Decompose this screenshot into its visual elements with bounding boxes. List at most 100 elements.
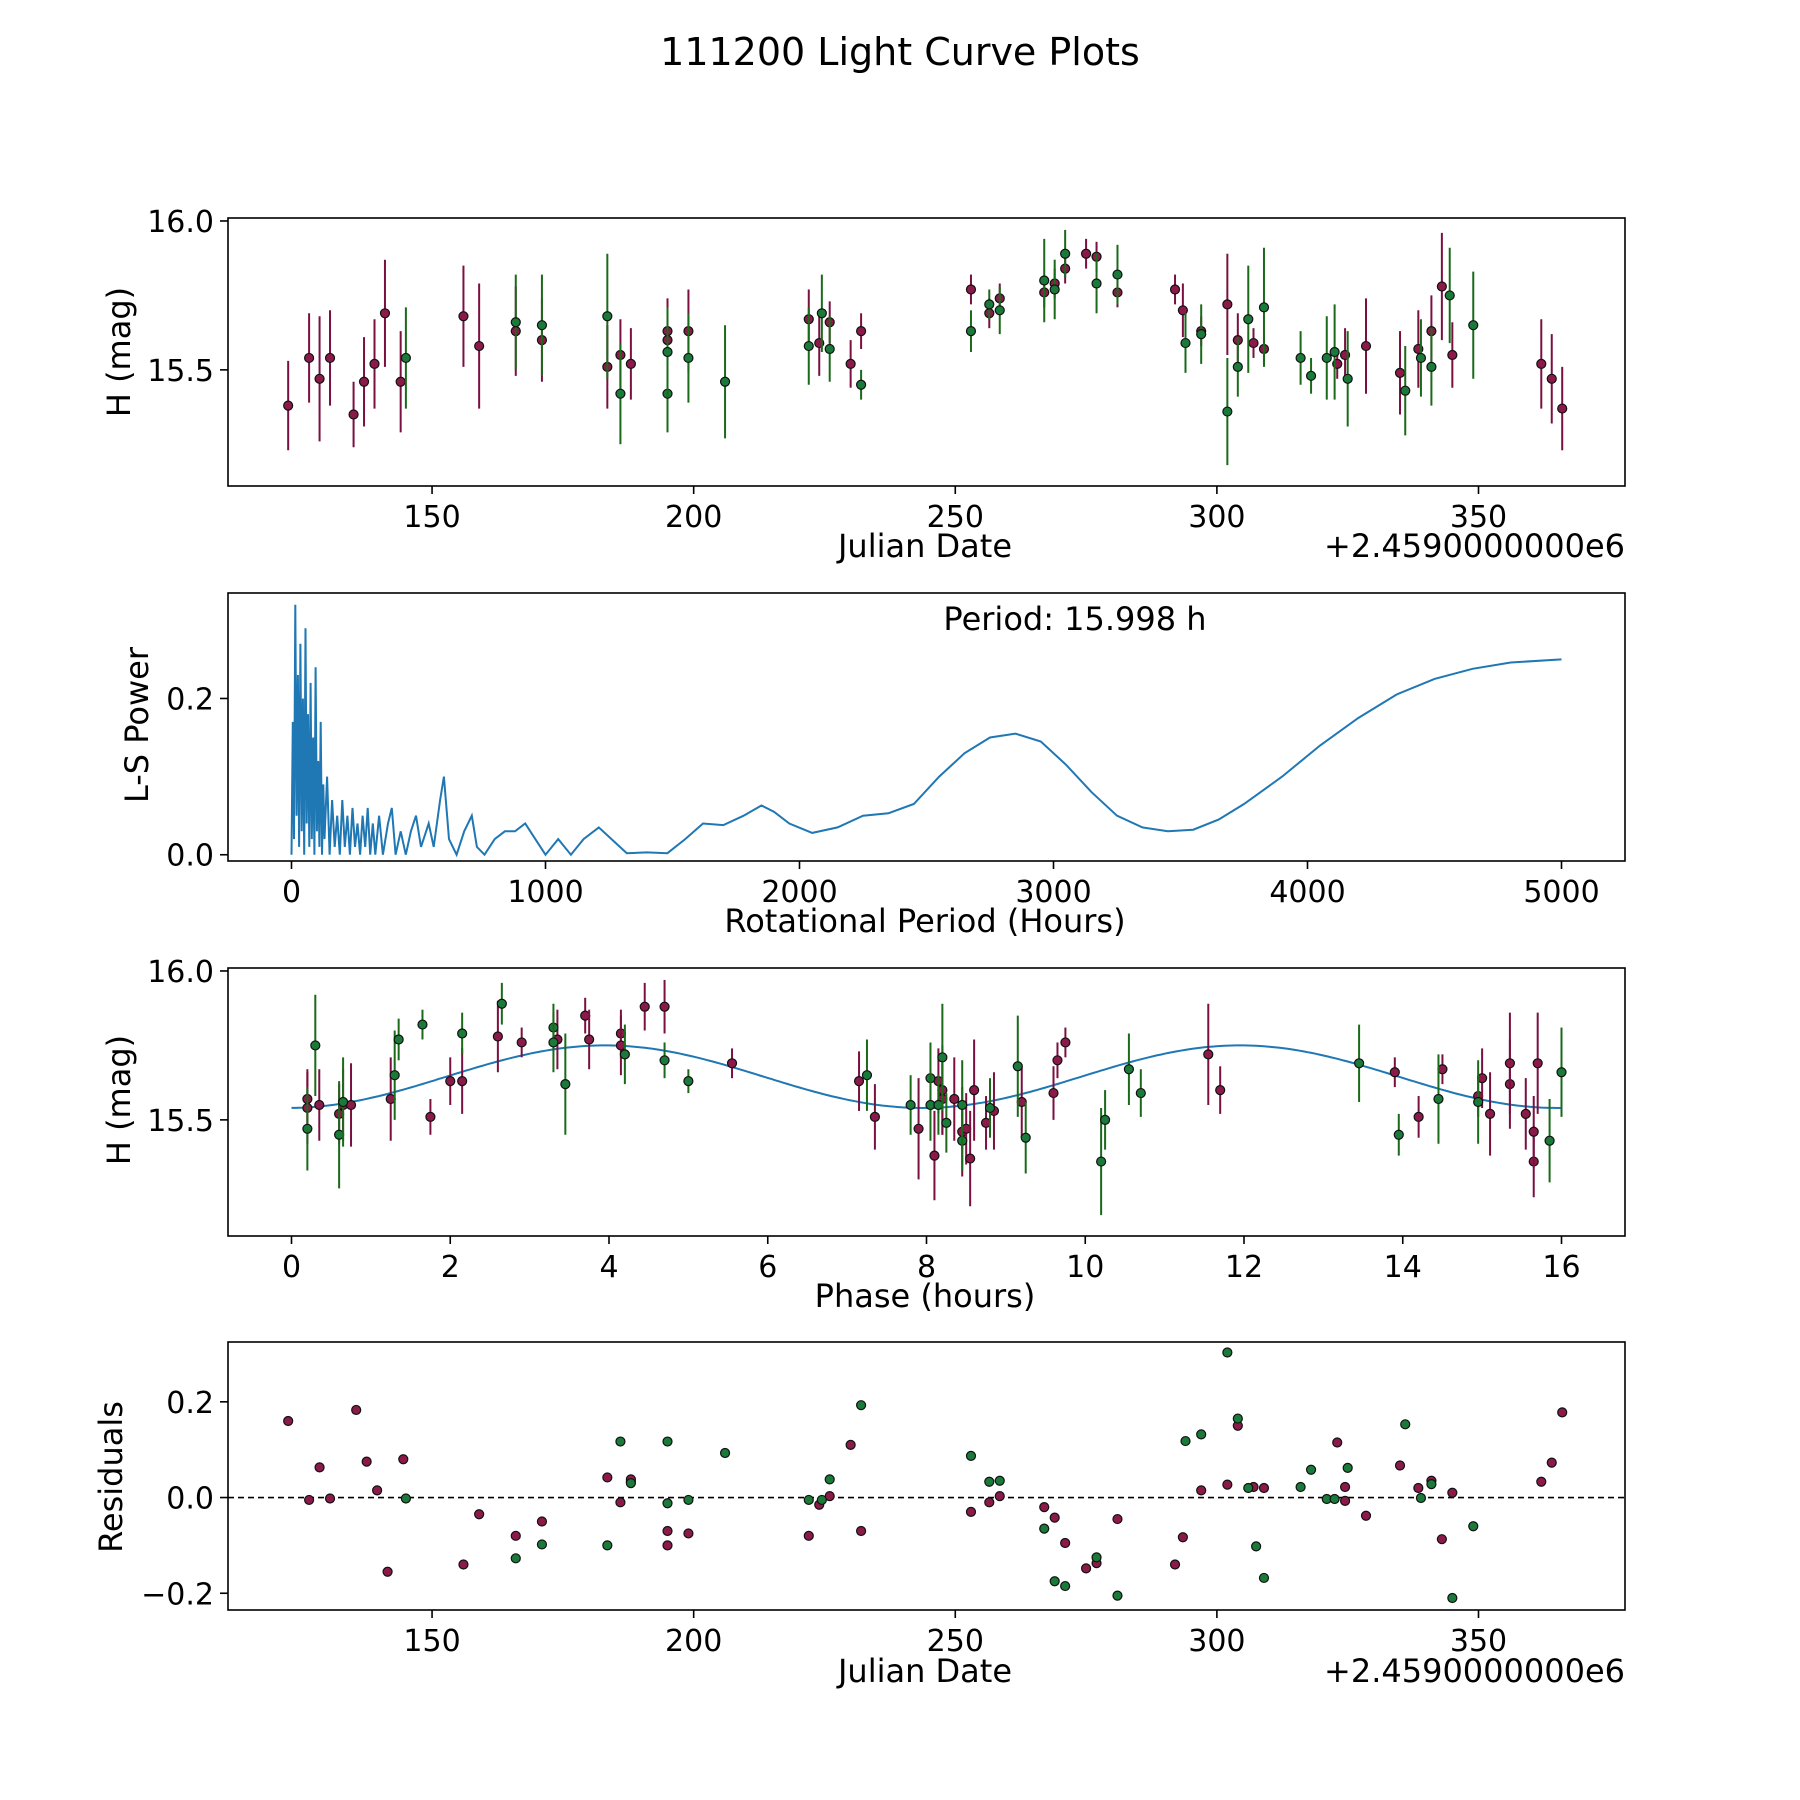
data-point — [855, 379, 867, 390]
y-tick-label: 16.0 — [147, 205, 214, 240]
x-tick-label: 12 — [1225, 1250, 1263, 1285]
x-tick-label: 150 — [403, 1624, 460, 1659]
data-point — [1444, 290, 1455, 301]
y-tick-label: 16.0 — [147, 955, 214, 990]
data-point — [1248, 337, 1259, 349]
data-point — [457, 1028, 468, 1039]
data-point — [382, 1566, 393, 1577]
data-point — [536, 1539, 548, 1550]
data-point — [965, 284, 977, 295]
data-point — [615, 388, 626, 399]
data-point — [1096, 1156, 1107, 1167]
data-point — [379, 308, 391, 319]
data-point — [615, 1497, 626, 1508]
data-point — [1426, 361, 1437, 372]
phased-panel: H (mag) Phase (hours) 0 2 4 6 8 10 12 14 16 15.5 1… — [100, 955, 1626, 1315]
data-point — [1504, 1058, 1516, 1069]
lightcurve-offset-label: +2.4590000000e6 — [1324, 527, 1625, 565]
data-point — [1091, 1552, 1102, 1563]
data-point — [1389, 1067, 1400, 1078]
x-tick-label: 3000 — [1015, 875, 1091, 910]
x-tick-label: 2000 — [761, 875, 837, 910]
data-point — [625, 358, 636, 370]
x-tick-label: 350 — [1450, 500, 1507, 535]
data-point — [949, 1093, 960, 1105]
lightcurve-ylabel: H (mag) — [100, 287, 138, 417]
data-point — [1180, 337, 1191, 349]
data-point — [994, 305, 1005, 316]
data-point — [1360, 1510, 1372, 1521]
data-point — [816, 308, 827, 319]
data-point — [994, 1475, 1005, 1486]
data-point — [400, 1493, 411, 1504]
data-point — [965, 1506, 977, 1517]
data-point — [1251, 1541, 1262, 1552]
data-point — [602, 1472, 613, 1483]
data-point — [869, 1111, 881, 1122]
data-point — [536, 1516, 548, 1527]
data-point — [314, 1099, 325, 1111]
data-point — [1528, 1126, 1539, 1137]
periodogram-line — [290, 604, 1562, 858]
data-point — [1305, 370, 1317, 381]
data-point — [1049, 1576, 1060, 1587]
data-point — [358, 376, 370, 387]
residuals-panel: Residuals Julian Date +2.4590000000e6 15… — [92, 1341, 1626, 1690]
data-point — [1060, 1580, 1071, 1592]
data-point — [1112, 269, 1123, 280]
periodogram-frame — [227, 592, 1626, 862]
data-point — [1305, 1464, 1317, 1475]
data-point — [1484, 1108, 1496, 1120]
data-point — [492, 1031, 503, 1042]
data-point — [548, 1037, 559, 1048]
data-point — [1436, 1534, 1447, 1545]
data-point — [1557, 403, 1568, 414]
data-point — [1203, 1049, 1214, 1060]
data-point — [1123, 1064, 1135, 1075]
data-point — [1196, 329, 1207, 340]
data-point — [1222, 1347, 1233, 1358]
data-point — [1447, 349, 1458, 361]
data-point — [662, 1498, 673, 1509]
data-point — [324, 352, 336, 364]
data-point — [719, 1447, 731, 1459]
data-point — [937, 1052, 948, 1063]
data-point — [1060, 1037, 1071, 1048]
data-point — [1080, 248, 1092, 259]
data-point — [1196, 1485, 1207, 1496]
data-point — [855, 1400, 867, 1411]
data-point — [1060, 248, 1071, 259]
data-point — [855, 1525, 867, 1537]
phased-ylabel: H (mag) — [100, 1035, 138, 1165]
data-point — [361, 1456, 372, 1467]
data-point — [314, 373, 325, 384]
data-point — [1295, 352, 1306, 364]
phased-plot-area — [291, 979, 1567, 1216]
data-point — [659, 1055, 670, 1066]
data-point — [1258, 302, 1270, 313]
data-point — [1295, 1481, 1306, 1493]
data-point — [1232, 1413, 1243, 1424]
data-point — [625, 1478, 636, 1489]
residuals-frame — [227, 1341, 1626, 1611]
data-point — [965, 1153, 976, 1164]
x-tick-label: 6 — [758, 1250, 777, 1285]
data-point — [1353, 1058, 1365, 1069]
data-point — [510, 1553, 521, 1564]
x-tick-label: 5000 — [1523, 875, 1599, 910]
data-point — [662, 1436, 673, 1447]
phased-xlabel: Phase (hours) — [815, 1277, 1036, 1315]
data-point — [969, 1084, 980, 1096]
x-tick-label: 4 — [599, 1250, 618, 1285]
data-point — [1329, 346, 1340, 358]
data-point — [1020, 1132, 1031, 1143]
data-point — [1112, 1513, 1123, 1525]
data-point — [1222, 406, 1233, 417]
periodogram-xlabel: Rotational Period (Hours) — [724, 902, 1125, 940]
data-point — [283, 400, 294, 411]
data-point — [824, 1474, 835, 1485]
data-point — [1447, 1592, 1458, 1604]
data-point — [584, 1034, 595, 1045]
data-point — [984, 1102, 996, 1114]
y-tick-label: −0.2 — [141, 1577, 214, 1612]
